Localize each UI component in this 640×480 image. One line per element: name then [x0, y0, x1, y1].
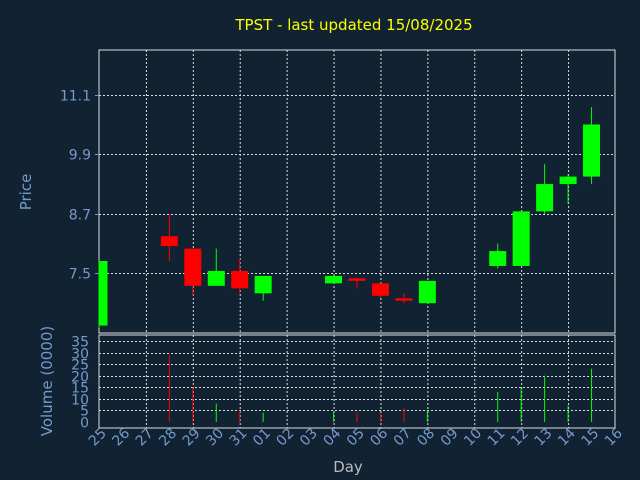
volume-tick-label: 25 — [71, 358, 89, 374]
x-axis-ticks: 25 26 27 28 29 30 31 01 02 03 04 05 06 07 08 09 10 11 12 13… — [86, 425, 626, 449]
volume-tick-label: 15 — [71, 381, 89, 397]
chart-title: TPST - last updated 15/08/2025 — [234, 16, 472, 34]
candle-body — [231, 270, 249, 289]
volume-axis-label: Volume (0000) — [38, 326, 56, 436]
candle-body — [160, 236, 178, 247]
volume-tick-label: 20 — [71, 370, 89, 386]
price-tick-label: 9.9 — [69, 148, 91, 164]
price-panel: 7.5 8.7 9.9 11.1 — [60, 49, 616, 334]
price-tick-label: 11.1 — [60, 89, 91, 105]
price-tick-label: 7.5 — [69, 267, 91, 283]
volume-tick-label: 30 — [71, 347, 89, 363]
volume-tick-label: 35 — [71, 335, 89, 351]
candle-body — [207, 270, 225, 286]
volume-panel-frame — [98, 334, 616, 429]
candle-body — [536, 184, 554, 212]
candle-body — [583, 124, 601, 177]
candle-body — [395, 298, 413, 301]
volume-tick-label: 5 — [80, 404, 89, 420]
candle-body — [489, 251, 507, 266]
candle-body — [559, 176, 577, 185]
candle-body — [184, 248, 202, 286]
volume-tick-label: 0 — [80, 416, 89, 432]
candle-body — [348, 278, 366, 281]
candle-body — [371, 283, 389, 296]
candle-body — [512, 211, 530, 266]
candle-body — [325, 275, 343, 284]
volume-tick-label: 10 — [71, 393, 89, 409]
candle-body — [418, 280, 436, 304]
price-panel-frame — [98, 49, 616, 334]
price-axis-label: Price — [17, 174, 35, 211]
candle-body — [254, 275, 272, 294]
price-tick-label: 8.7 — [69, 208, 91, 224]
candle-body — [99, 261, 108, 326]
x-axis-label: Day — [333, 458, 363, 476]
